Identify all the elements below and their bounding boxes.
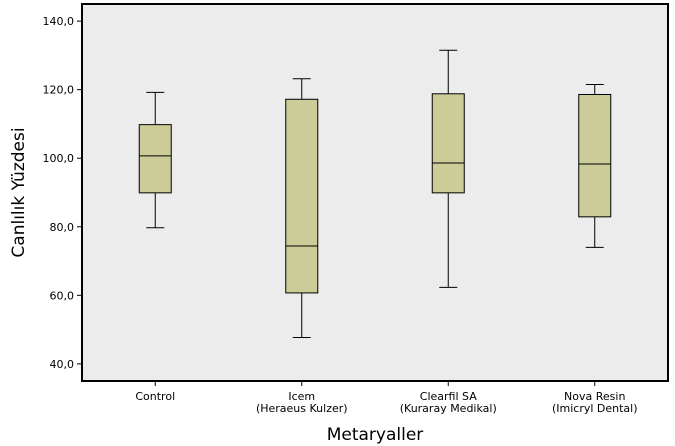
iqr-box — [138, 124, 172, 194]
y-axis-ticks: 40,0 60,0 80,0 100,0 120,0 140,0 — [43, 15, 82, 371]
box-4 — [578, 84, 612, 248]
box-2 — [285, 78, 319, 338]
iqr-box — [431, 93, 465, 194]
y-tick-label: 60,0 — [50, 289, 75, 302]
box-3 — [431, 49, 465, 288]
y-tick-label: 80,0 — [50, 221, 75, 234]
x-category-label: (Heraeus Kulzer) — [256, 402, 348, 415]
x-category-label: (Imicryl Dental) — [552, 402, 638, 415]
boxes-group — [138, 49, 612, 338]
y-axis-title: Canlılık Yüzdesi — [9, 127, 29, 257]
y-tick-label: 100,0 — [43, 152, 75, 165]
iqr-box — [285, 98, 319, 294]
x-category-label: (Kuraray Medikal) — [400, 402, 497, 415]
box-1 — [138, 91, 172, 229]
x-category-label: Clearfil SA — [420, 390, 477, 403]
y-tick-label: 140,0 — [43, 15, 75, 28]
iqr-box — [578, 93, 612, 218]
x-category-label: Nova Resin — [564, 390, 625, 403]
x-category-label: Icem — [288, 390, 315, 403]
plot-area — [81, 3, 669, 382]
x-axis-title: Metaryaller — [327, 425, 424, 445]
y-tick-label: 120,0 — [43, 84, 75, 97]
x-axis-category-labels: Control Icem(Heraeus Kulzer) Clearfil SA(K… — [135, 381, 638, 415]
y-tick-label: 40,0 — [50, 358, 75, 371]
x-category-label: Control — [135, 390, 175, 403]
